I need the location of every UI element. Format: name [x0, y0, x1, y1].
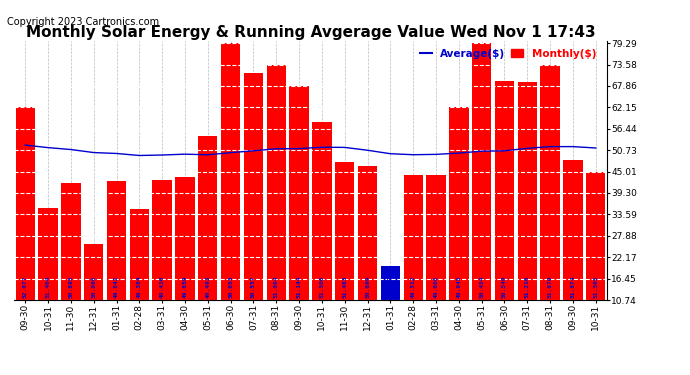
- Text: 51.674: 51.674: [571, 276, 575, 298]
- Text: 49.493: 49.493: [206, 276, 210, 298]
- Bar: [495, 81, 514, 300]
- Bar: [335, 162, 355, 300]
- Text: 50.699: 50.699: [365, 276, 370, 298]
- Text: 49.842: 49.842: [114, 276, 119, 298]
- Bar: [358, 166, 377, 300]
- Bar: [152, 180, 172, 300]
- Bar: [130, 209, 149, 300]
- Text: 50.454: 50.454: [479, 276, 484, 298]
- Bar: [39, 208, 58, 300]
- Text: 49.430: 49.430: [159, 276, 165, 298]
- Bar: [518, 82, 537, 300]
- Text: 50.895: 50.895: [68, 276, 73, 298]
- Bar: [586, 172, 606, 300]
- Text: 51.404: 51.404: [46, 276, 50, 298]
- Text: 49.512: 49.512: [411, 276, 415, 298]
- Text: 51.305: 51.305: [593, 276, 598, 298]
- Bar: [449, 107, 469, 300]
- Bar: [84, 244, 103, 300]
- Text: 50.557: 50.557: [251, 276, 256, 298]
- Text: 50.086: 50.086: [91, 276, 96, 298]
- Text: 49.945: 49.945: [456, 276, 462, 298]
- Bar: [244, 73, 263, 300]
- Text: 49.659: 49.659: [182, 276, 188, 298]
- Text: 51.463: 51.463: [342, 276, 347, 298]
- Text: 52.077: 52.077: [23, 276, 28, 298]
- Bar: [15, 107, 35, 300]
- Text: Copyright 2023 Cartronics.com: Copyright 2023 Cartronics.com: [7, 17, 159, 27]
- Bar: [61, 183, 81, 300]
- Bar: [312, 122, 332, 300]
- Legend: Average($), Monthly($): Average($), Monthly($): [420, 49, 596, 59]
- Title: Monthly Solar Energy & Running Avgerage Value Wed Nov 1 17:43: Monthly Solar Energy & Running Avgerage …: [26, 25, 595, 40]
- Text: 51.094: 51.094: [274, 276, 279, 298]
- Bar: [426, 176, 446, 300]
- Text: 51.144: 51.144: [297, 276, 302, 298]
- Text: 49.304: 49.304: [137, 276, 142, 298]
- Bar: [221, 43, 240, 300]
- Bar: [107, 181, 126, 300]
- Bar: [198, 136, 217, 300]
- Text: 51.670: 51.670: [548, 276, 553, 298]
- Text: 49.779: 49.779: [388, 276, 393, 298]
- Text: 50.549: 50.549: [502, 276, 507, 298]
- Bar: [472, 43, 491, 300]
- Bar: [266, 64, 286, 300]
- Bar: [381, 266, 400, 300]
- Bar: [289, 86, 309, 300]
- Text: 51.216: 51.216: [525, 276, 530, 298]
- Text: 51.506: 51.506: [319, 276, 324, 298]
- Bar: [540, 64, 560, 300]
- Bar: [175, 177, 195, 300]
- Text: 50.053: 50.053: [228, 276, 233, 298]
- Bar: [404, 175, 423, 300]
- Text: 49.606: 49.606: [433, 276, 439, 298]
- Bar: [563, 160, 582, 300]
